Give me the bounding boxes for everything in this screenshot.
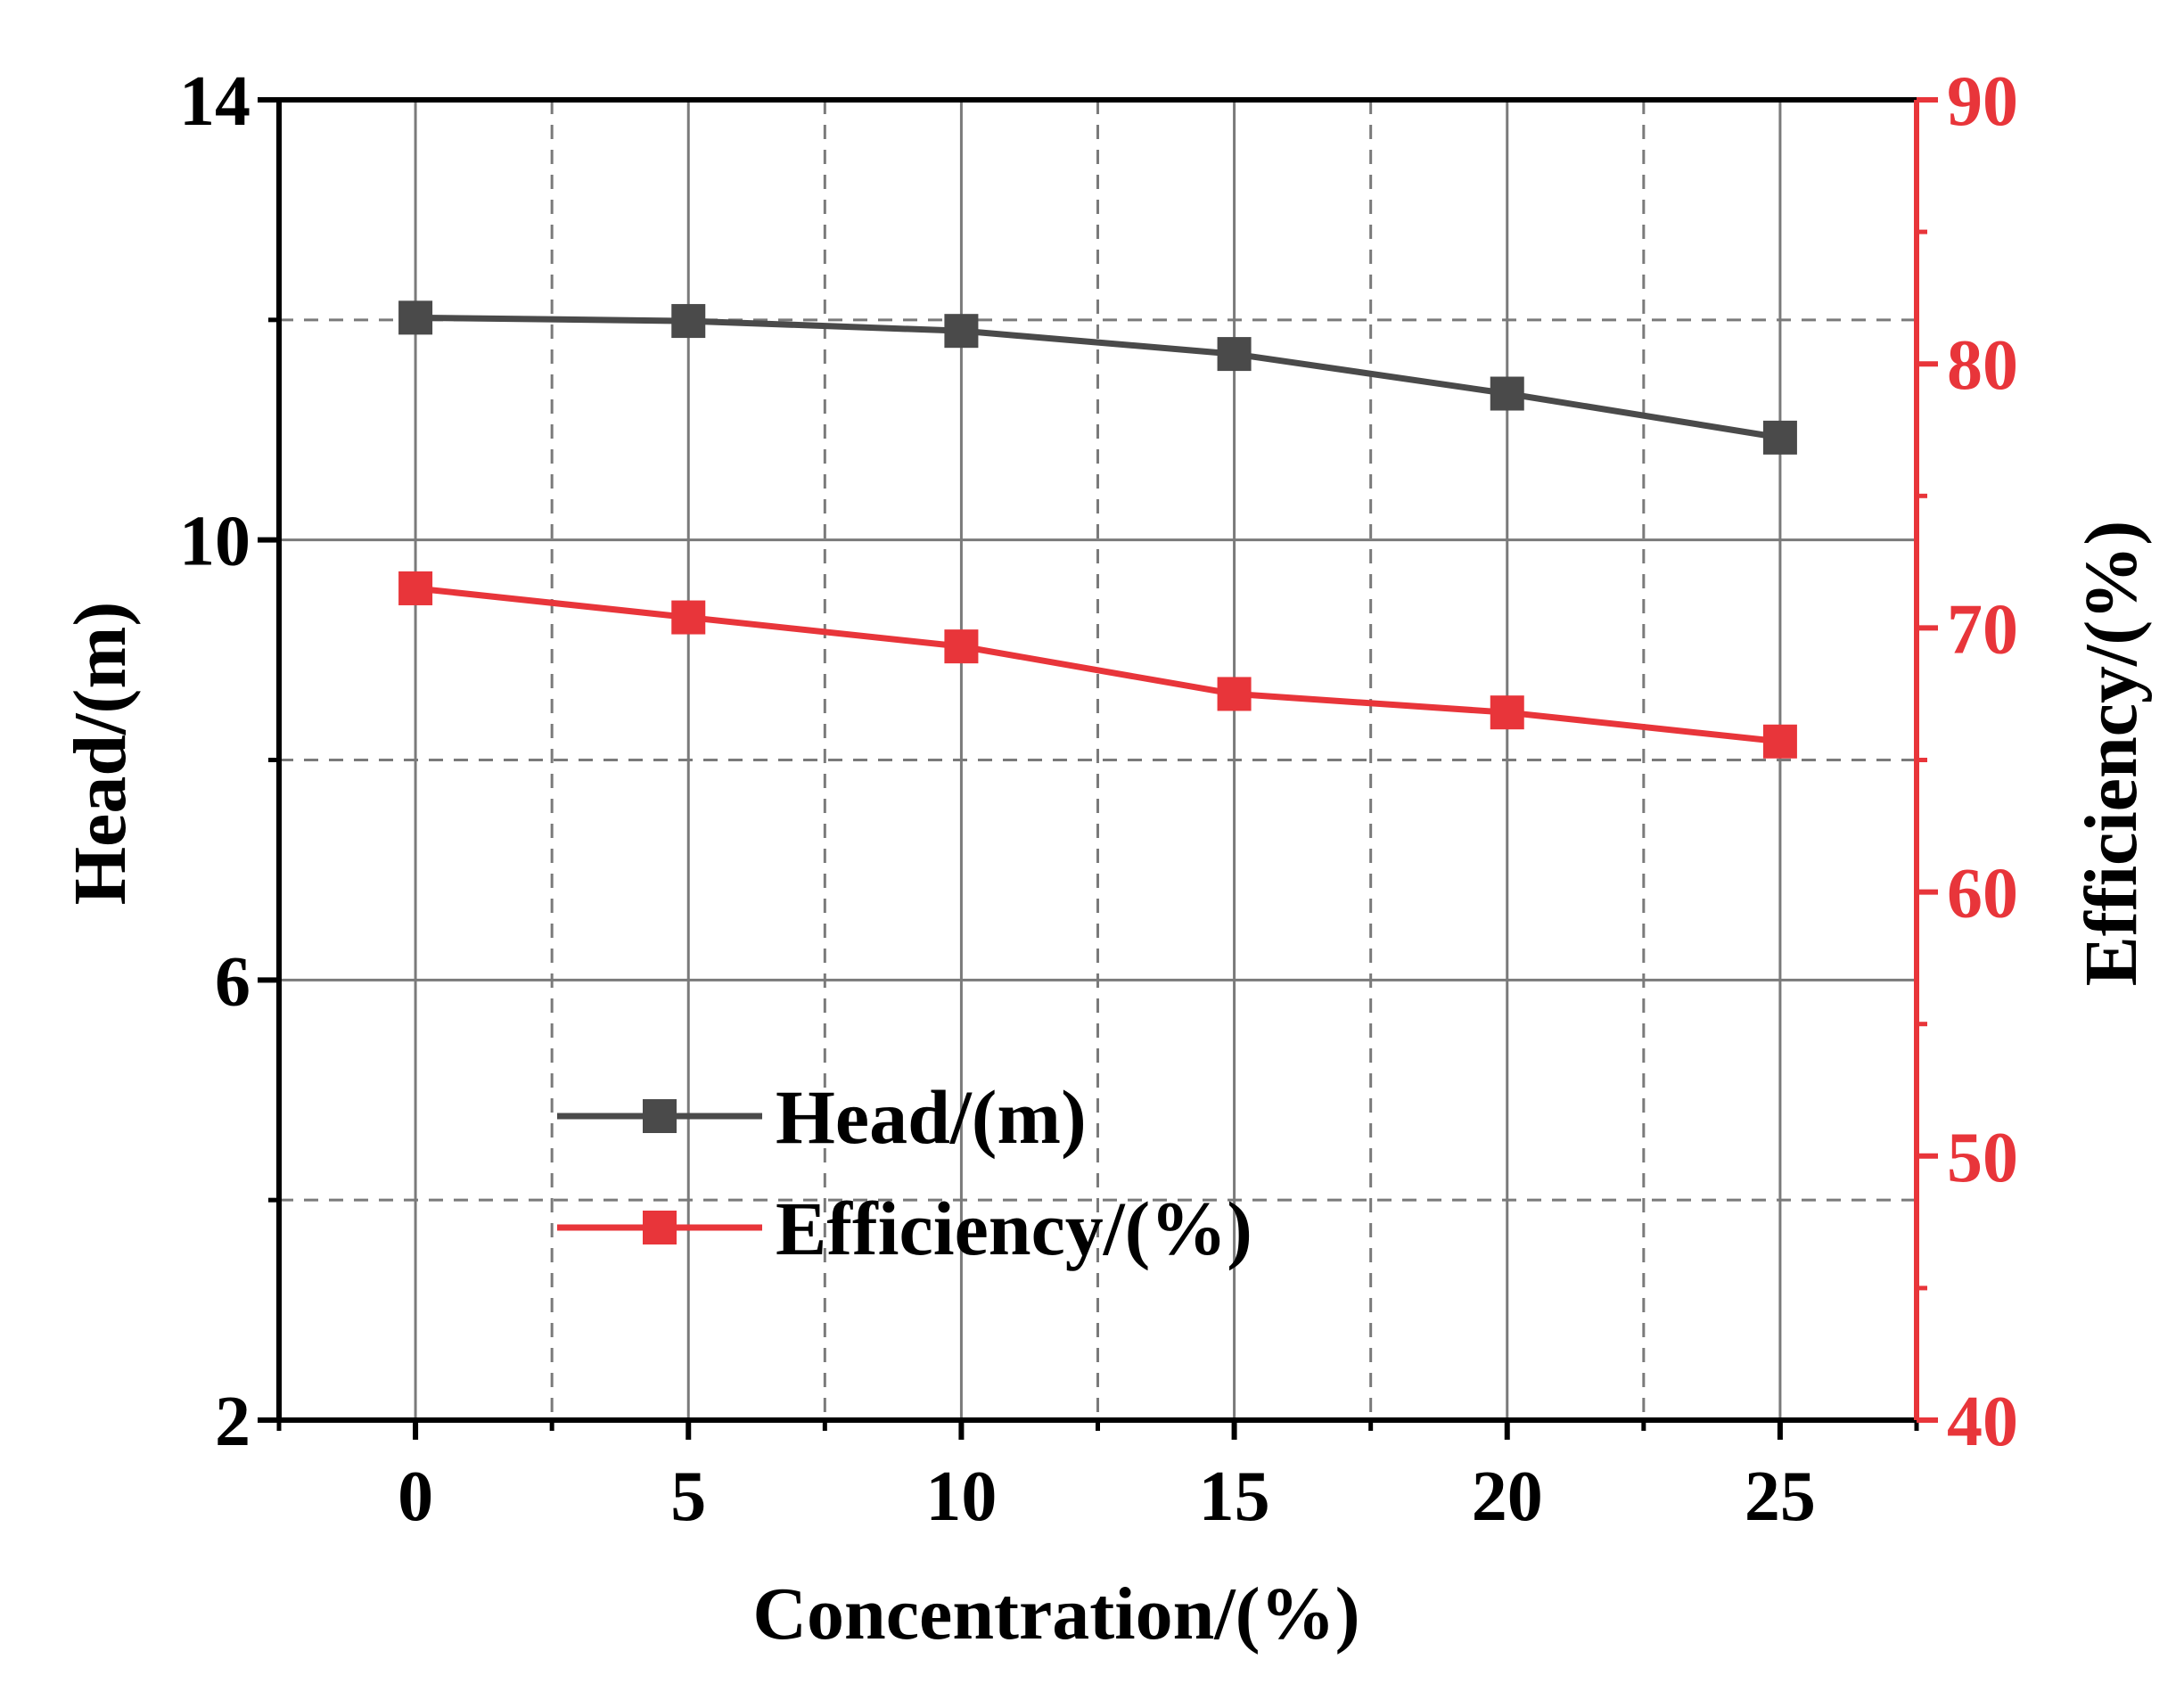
series-1-marker (944, 629, 979, 664)
series-0-marker (944, 314, 979, 349)
x-tick-label: 25 (1745, 1458, 1816, 1536)
y2-tick-label: 90 (1947, 62, 2018, 141)
y-tick-label: 14 (179, 62, 250, 141)
series-line-1 (415, 585, 1781, 745)
legend-label-0: Head/(m) (776, 1074, 1087, 1160)
legend-marker-0 (643, 1099, 677, 1133)
y-tick-label: 2 (215, 1383, 250, 1461)
series-1-marker (1762, 724, 1797, 759)
series-1-marker (671, 600, 706, 635)
series-0-marker (398, 300, 433, 335)
y2-tick-label: 60 (1947, 855, 2018, 933)
series-1-marker (1217, 677, 1252, 711)
series-0-marker (671, 304, 706, 339)
y2-axis-label: Efficiency/(%) (2070, 521, 2153, 987)
legend-marker-1 (643, 1211, 677, 1244)
y2-tick-label: 50 (1947, 1119, 2018, 1197)
x-tick-label: 5 (670, 1458, 706, 1536)
series-0-marker (1490, 376, 1524, 411)
series-line-0 (415, 314, 1781, 441)
series-0-marker (1762, 420, 1797, 455)
y2-tick-label: 70 (1947, 590, 2018, 669)
x-axis-label: Concentration/(%) (752, 1573, 1359, 1655)
x-tick-label: 10 (925, 1458, 997, 1536)
legend: Head/(m) Efficiency/(%) (557, 1074, 1252, 1271)
axes: 2 6 10 14 0 5 10 15 20 25 40 50 60 70 80 90 (179, 62, 2018, 1536)
series-1-marker (1490, 695, 1524, 730)
series-1-marker (398, 571, 433, 605)
x-tick-label: 20 (1472, 1458, 1543, 1536)
legend-label-1: Efficiency/(%) (776, 1186, 1252, 1271)
y2-tick-label: 40 (1947, 1383, 2018, 1461)
y-tick-label: 6 (215, 942, 250, 1021)
y-axis-label: Head/(m) (59, 602, 142, 906)
x-tick-label: 0 (398, 1458, 433, 1536)
x-tick-label: 15 (1199, 1458, 1270, 1536)
series-layer (398, 300, 1797, 759)
series-0-marker (1217, 337, 1252, 372)
y2-tick-label: 80 (1947, 326, 2018, 405)
y-tick-label: 10 (179, 503, 250, 581)
